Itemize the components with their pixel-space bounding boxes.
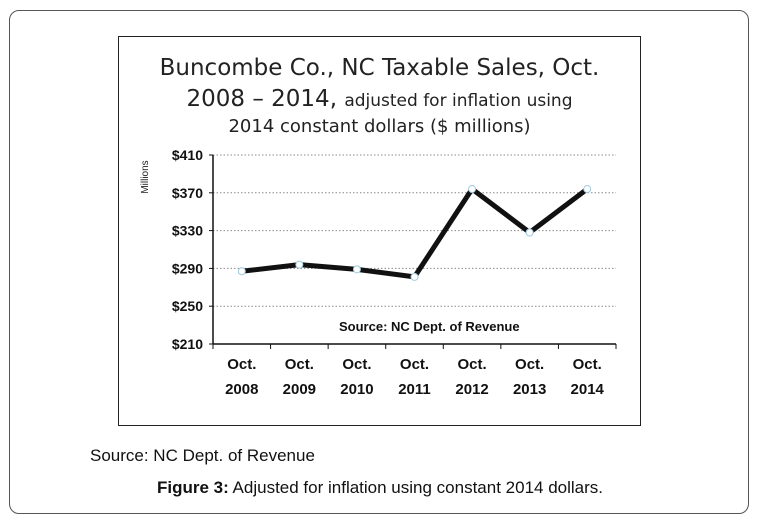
x-tick-label-year: 2009 <box>283 381 316 398</box>
y-axis-label: Millions <box>140 160 151 193</box>
y-tick-label: $250 <box>172 298 203 314</box>
data-point <box>525 228 534 237</box>
chart-title-years: 2008 – 2014, <box>186 86 338 112</box>
caption-source: Source: NC Dept. of Revenue <box>90 446 315 465</box>
line-chart: $210 $250 $290 $330 $370 $410 Oct. 2008 Oct. 200… <box>140 147 617 398</box>
figure-caption: Figure 3: Adjusted for inflation using c… <box>0 478 760 498</box>
x-tick-label-year: 2010 <box>340 381 373 398</box>
x-tick-label-month: Oct. <box>285 356 314 373</box>
x-tick-label-month: Oct. <box>342 356 371 373</box>
y-tick-labels: $210 $250 $290 $330 $370 $410 <box>172 147 203 352</box>
chart-source-annotation: Source: NC Dept. of Revenue <box>339 319 520 334</box>
chart-title-line-1: Buncombe Co., NC Taxable Sales, Oct. <box>159 55 600 81</box>
data-point <box>410 272 419 281</box>
x-tick-label-year: 2014 <box>571 381 605 398</box>
x-tick-label-month: Oct. <box>515 356 544 373</box>
data-point <box>583 185 592 194</box>
figure-frame <box>9 10 749 514</box>
y-tick-label: $370 <box>172 185 203 201</box>
gridlines <box>213 154 616 307</box>
x-tick-label-year: 2012 <box>455 381 488 398</box>
chart-panel: Buncombe Co., NC Taxable Sales, Oct. 200… <box>118 36 641 426</box>
figure-label: Figure 3: <box>156 478 229 497</box>
x-tick-labels: Oct. 2008 Oct. 2009 Oct. 2010 Oct. 2011 Oct. 2012… <box>225 356 604 398</box>
y-tick-label: $210 <box>172 336 203 352</box>
y-tick-label: $330 <box>172 223 203 239</box>
chart-title-line-3: 2014 constant dollars ($ millions) <box>228 116 531 137</box>
data-point <box>295 260 304 269</box>
x-tick-label-month: Oct. <box>457 356 486 373</box>
axes <box>209 154 617 349</box>
y-tick-label: $290 <box>172 260 203 276</box>
chart-title-line-2: 2008 – 2014, adjusted for inflation usin… <box>119 86 640 112</box>
data-point <box>468 185 477 194</box>
x-tick-label-year: 2013 <box>513 381 546 398</box>
x-tick-label-month: Oct. <box>227 356 256 373</box>
chart-title-adjusted: adjusted for inflation using <box>344 91 573 111</box>
series-line <box>239 186 590 280</box>
x-tick-label-year: 2008 <box>225 381 258 398</box>
data-point <box>352 265 361 274</box>
figure-caption-text: Adjusted for inflation using constant 20… <box>228 478 604 497</box>
x-tick-label-month: Oct. <box>400 356 429 373</box>
data-point <box>237 267 246 276</box>
x-tick-label-year: 2011 <box>398 381 431 398</box>
data-series <box>237 185 592 281</box>
y-tick-label: $410 <box>172 147 203 163</box>
x-tick-label-month: Oct. <box>573 356 602 373</box>
